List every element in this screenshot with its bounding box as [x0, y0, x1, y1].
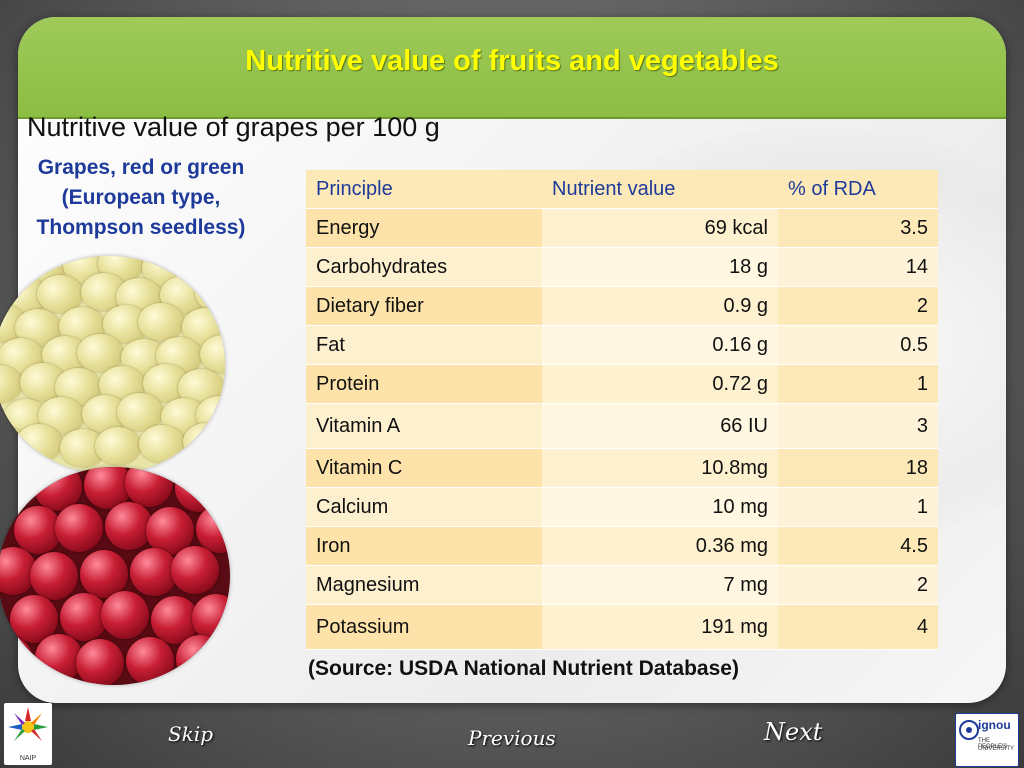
grape-berry [171, 546, 219, 594]
cell-rda: 0.5 [778, 325, 938, 365]
cell-value: 10.8mg [542, 448, 778, 488]
grape-berry [55, 504, 103, 552]
cell-rda: 14 [778, 247, 938, 287]
caption-line: Thompson seedless) [36, 216, 246, 239]
grape-berry [192, 594, 230, 642]
slide-header: Nutritive value of fruits and vegetables [18, 17, 1006, 119]
table-header-row: Principle Nutrient value % of RDA [306, 170, 938, 209]
cell-principle: Vitamin A [306, 403, 542, 449]
grape-berry [130, 548, 178, 596]
grape-berry [80, 550, 128, 598]
cell-value: 0.9 g [542, 286, 778, 326]
cell-rda: 1 [778, 364, 938, 404]
cell-value: 191 mg [542, 604, 778, 650]
cell-value: 66 IU [542, 403, 778, 449]
table-row: Iron 0.36 mg 4.5 [306, 526, 938, 566]
cell-value: 69 kcal [542, 208, 778, 248]
column-header-principle: Principle [306, 170, 542, 209]
cell-value: 7 mg [542, 565, 778, 605]
table-row: Potassium 191 mg 4 [306, 604, 938, 650]
naip-logo: NAIP [4, 703, 52, 765]
ignou-logo-subtext: THE PEOPLE'S [978, 738, 1008, 750]
column-header-nutrient-value: Nutrient value [542, 170, 778, 209]
grape-berry [60, 593, 108, 641]
table-row: Carbohydrates 18 g 14 [306, 247, 938, 287]
grape-caption: Grapes, red or green (European type, Tho… [10, 153, 272, 243]
grape-berry [0, 365, 22, 403]
cell-rda: 4 [778, 604, 938, 650]
naip-emblem-icon [8, 707, 48, 741]
grape-berry [175, 467, 223, 512]
cell-value: 0.16 g [542, 325, 778, 365]
cell-principle: Calcium [306, 487, 542, 527]
grape-berry [34, 467, 82, 511]
green-grapes-image [0, 256, 225, 474]
column-header-rda: % of RDA [778, 170, 938, 209]
red-grapes-image [0, 467, 230, 685]
naip-logo-text: NAIP [19, 755, 37, 762]
cell-rda: 2 [778, 286, 938, 326]
next-button[interactable]: Next [764, 718, 823, 746]
cell-rda: 1 [778, 487, 938, 527]
grape-berry [126, 637, 174, 685]
skip-button[interactable]: Skip [168, 722, 214, 746]
cell-principle: Potassium [306, 604, 542, 650]
grape-berry [117, 393, 163, 431]
grape-berry [105, 502, 153, 550]
cell-principle: Dietary fiber [306, 286, 542, 326]
previous-button[interactable]: Previous [468, 726, 556, 750]
ignou-logo-text: ignou [978, 718, 1011, 732]
cell-rda: 18 [778, 448, 938, 488]
cell-principle: Carbohydrates [306, 247, 542, 287]
grape-berry [30, 552, 78, 600]
grape-berry [16, 424, 62, 462]
table-row: Dietary fiber 0.9 g 2 [306, 286, 938, 326]
grape-berry [183, 423, 225, 461]
table-row: Energy 69 kcal 3.5 [306, 208, 938, 248]
ignou-logo-subtext: UNIVERSITY [978, 746, 1015, 752]
grape-berry [195, 274, 225, 312]
cell-value: 18 g [542, 247, 778, 287]
nutrient-table: Principle Nutrient value % of RDA Energy… [306, 170, 938, 650]
cell-rda: 2 [778, 565, 938, 605]
caption-line: (European type, [61, 186, 221, 209]
grape-berry [196, 505, 230, 553]
cell-rda: 3.5 [778, 208, 938, 248]
ignou-emblem-icon [959, 720, 979, 740]
grape-berry [125, 467, 173, 507]
slide-title: Nutritive value of fruits and vegetables [245, 45, 779, 77]
grape-berry [138, 303, 184, 341]
cell-rda: 3 [778, 403, 938, 449]
cell-value: 10 mg [542, 487, 778, 527]
grape-berry [176, 635, 224, 683]
cell-principle: Vitamin C [306, 448, 542, 488]
cell-principle: Protein [306, 364, 542, 404]
table-row: Vitamin A 66 IU 3 [306, 403, 938, 449]
slide-subtitle: Nutritive value of grapes per 100 g [27, 112, 440, 142]
table-row: Calcium 10 mg 1 [306, 487, 938, 527]
grape-berry [76, 639, 124, 685]
grape-berry [35, 634, 83, 682]
caption-line: Grapes, red or green [37, 156, 245, 179]
ignou-logo: ignou THE PEOPLE'S UNIVERSITY [955, 713, 1019, 767]
cell-principle: Fat [306, 325, 542, 365]
cell-rda: 4.5 [778, 526, 938, 566]
table-row: Fat 0.16 g 0.5 [306, 325, 938, 365]
source-note: (Source: USDA National Nutrient Database… [308, 657, 739, 680]
cell-value: 0.72 g [542, 364, 778, 404]
table-row: Vitamin C 10.8mg 18 [306, 448, 938, 488]
cell-principle: Magnesium [306, 565, 542, 605]
grape-berry [101, 591, 149, 639]
table-row: Magnesium 7 mg 2 [306, 565, 938, 605]
grape-berry [95, 427, 141, 465]
grape-berry [139, 425, 185, 463]
grape-berry [37, 275, 83, 313]
grape-berry [77, 334, 123, 372]
table-row: Protein 0.72 g 1 [306, 364, 938, 404]
grape-berry [14, 506, 62, 554]
cell-principle: Energy [306, 208, 542, 248]
cell-principle: Iron [306, 526, 542, 566]
cell-value: 0.36 mg [542, 526, 778, 566]
